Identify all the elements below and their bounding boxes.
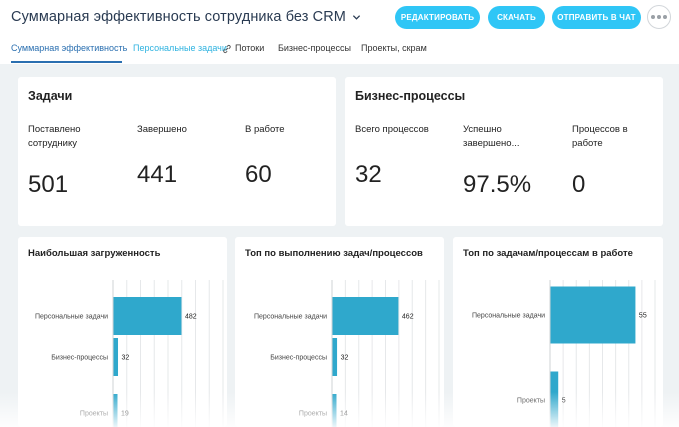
value-label: 462 xyxy=(402,314,414,321)
chart-svg: Персональные задачи 482 Бизнес-процессы 32 П… xyxy=(35,280,224,427)
value-label: 5 xyxy=(562,398,566,405)
report-tabs: Суммарная эффективность Персональные зад… xyxy=(0,36,679,64)
category-label: Персональные задачи xyxy=(472,313,545,320)
value-label: 482 xyxy=(185,314,197,321)
value-label: 32 xyxy=(341,355,349,362)
bar[interactable] xyxy=(113,297,182,335)
tab-personal-tasks[interactable]: Персональные задачи xyxy=(133,43,227,53)
metric-label: Успешно завершено... xyxy=(463,124,520,149)
edit-button[interactable]: РЕДАКТИРОВАТЬ xyxy=(395,6,480,29)
category-label: Проекты xyxy=(517,398,545,405)
more-options-button[interactable] xyxy=(647,5,671,29)
metric-value: 97.5% xyxy=(463,171,532,198)
bar[interactable] xyxy=(550,371,559,427)
metric-value: 441 xyxy=(137,161,178,188)
more-dots-icon xyxy=(651,15,655,19)
category-label: Персональные задачи xyxy=(254,314,327,321)
metric-label: Завершено xyxy=(137,124,187,135)
send-to-chat-button[interactable]: ОТПРАВИТЬ В ЧАТ xyxy=(552,6,641,29)
chevron-down-icon xyxy=(352,14,361,20)
chart-svg: Персональные задачи 462 Бизнес-процессы 32 П… xyxy=(254,280,440,427)
tab-projects-scrum[interactable]: Проекты, скрам xyxy=(361,43,427,53)
metric-value: 501 xyxy=(28,171,69,198)
download-button[interactable]: СКАЧАТЬ xyxy=(488,6,545,29)
chart-card-workload: Персональные задачи 482 Бизнес-процессы 32 П… xyxy=(18,237,227,427)
chart-card-in-progress: Персональные задачи 55 Проекты 5 Топ по зад… xyxy=(453,237,663,427)
active-tab-indicator xyxy=(11,61,122,63)
tasks-card: Задачи Поставлено сотруднику Завершено В… xyxy=(18,77,336,226)
value-label: 55 xyxy=(639,313,647,320)
tab-business-processes[interactable]: Бизнес-процессы xyxy=(278,43,351,53)
category-label: Бизнес-процессы xyxy=(270,355,327,362)
bar[interactable] xyxy=(332,338,338,376)
chart-title: Топ по задачам/процессам в работе xyxy=(463,248,633,259)
bar[interactable] xyxy=(550,286,636,344)
metric-label: Всего процессов xyxy=(355,124,429,135)
top-bar: Суммарная эффективность сотрудника без C… xyxy=(0,0,679,64)
processes-title: Бизнес-процессы xyxy=(355,89,466,103)
bar[interactable] xyxy=(113,394,118,427)
tab-summary[interactable]: Суммарная эффективность xyxy=(11,43,128,53)
metric-value: 0 xyxy=(572,171,586,198)
metric-value: 32 xyxy=(355,161,382,188)
value-label: 19 xyxy=(121,411,129,418)
tab-flows[interactable]: Потоки xyxy=(235,43,265,53)
category-label: Проекты xyxy=(299,411,327,418)
bar[interactable] xyxy=(332,394,337,427)
business-processes-card: Бизнес-процессы Всего процессов Успешно … xyxy=(345,77,663,226)
value-label: 14 xyxy=(340,411,348,418)
chart-title: Топ по выполнению задач/процессов xyxy=(245,248,423,259)
bar[interactable] xyxy=(113,338,119,376)
metric-label: В работе xyxy=(245,124,285,135)
tasks-title: Задачи xyxy=(28,89,73,103)
value-label: 32 xyxy=(122,355,130,362)
category-label: Персональные задачи xyxy=(35,314,108,321)
chart-card-completion: Персональные задачи 462 Бизнес-процессы 32 П… xyxy=(235,237,444,427)
chart-title: Наибольшая загруженность xyxy=(28,248,161,259)
chart-svg: Персональные задачи 55 Проекты 5 xyxy=(472,280,656,427)
page-title: Суммарная эффективность сотрудника без C… xyxy=(11,9,346,25)
bar[interactable] xyxy=(332,297,399,335)
metric-value: 60 xyxy=(245,161,272,188)
link-icon xyxy=(223,44,231,54)
metric-label: Процессов в работе xyxy=(572,124,628,149)
category-label: Проекты xyxy=(80,411,108,418)
report-title-dropdown[interactable]: Суммарная эффективность сотрудника без C… xyxy=(11,9,361,25)
metric-label: Поставлено сотруднику xyxy=(28,124,81,149)
category-label: Бизнес-процессы xyxy=(51,355,108,362)
